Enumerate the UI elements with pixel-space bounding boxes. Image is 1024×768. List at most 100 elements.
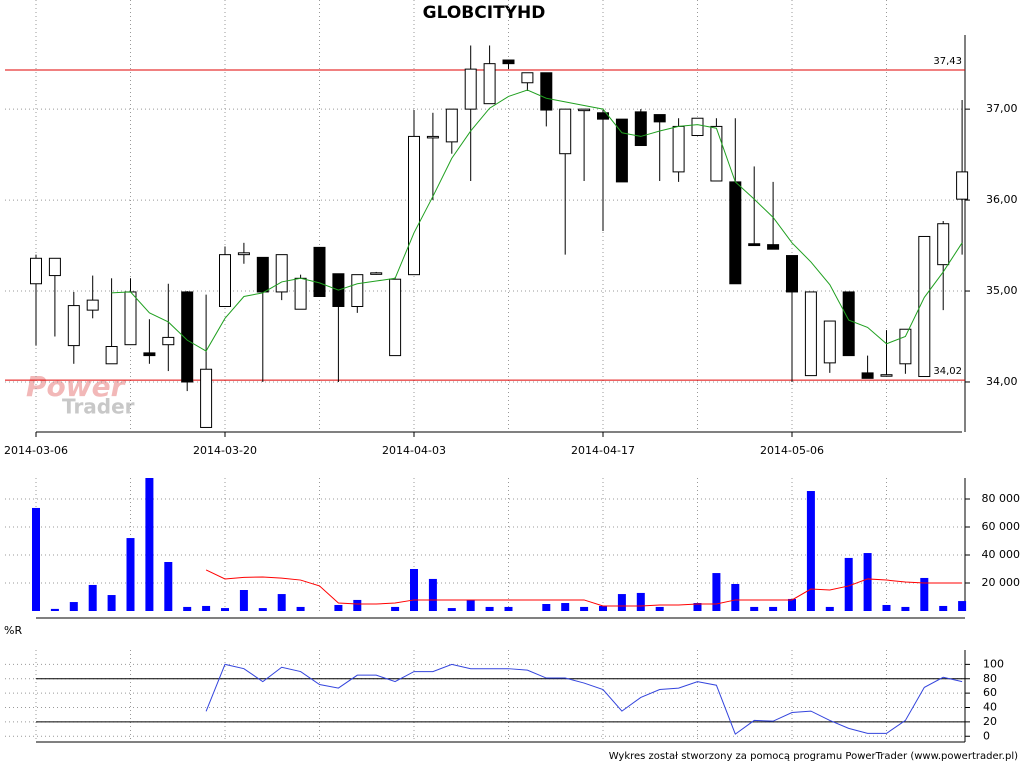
chart-title: GLOBCITYHD (423, 3, 546, 23)
candle-body (804, 291, 817, 377)
candle-body (937, 223, 950, 266)
y-tick-label: 40 (983, 701, 997, 714)
candle-body (748, 243, 761, 247)
y-tick-label: 35,00 (986, 284, 1018, 297)
candle-body (200, 368, 213, 428)
volume-bar (277, 594, 286, 611)
candle-body (559, 108, 572, 155)
level-label: 37,43 (933, 56, 962, 67)
candle-body (181, 291, 194, 383)
y-tick-label: 80 000 (982, 492, 1021, 505)
volume-bar (258, 608, 267, 611)
candle-body (67, 305, 80, 347)
volume-bar (69, 602, 78, 611)
candle-body (464, 68, 477, 110)
candle-body (124, 291, 137, 346)
volume-bar (353, 599, 362, 611)
candle-body (521, 72, 534, 84)
y-tick-label: 100 (983, 657, 1004, 670)
watermark: Trader (62, 395, 135, 419)
volume-bar (542, 604, 551, 611)
volume-average (205, 569, 963, 607)
candle-body (634, 111, 647, 147)
candle-body (653, 114, 666, 123)
candle-body (861, 372, 874, 379)
candle-body (729, 181, 742, 285)
volume-bar (391, 606, 400, 611)
volume-bar (882, 604, 891, 611)
candle-body (313, 246, 326, 297)
candle-body (86, 299, 99, 311)
volume-bar (50, 608, 59, 611)
volume-bar (183, 606, 192, 611)
volume-bar (769, 606, 778, 611)
candle-body (237, 252, 250, 256)
volume-bar (712, 573, 721, 611)
y-tick-label: 0 (983, 729, 990, 742)
volume-bar (410, 569, 418, 611)
y-tick-label: 36,00 (986, 193, 1018, 206)
y-tick-label: 34,00 (986, 375, 1018, 388)
candle-body (767, 244, 780, 250)
candle-body (899, 328, 912, 365)
volume-bar (920, 577, 929, 611)
candle-body (842, 291, 855, 357)
candle-body (408, 135, 420, 276)
y-tick-label: 60 (983, 686, 997, 699)
volume-bar (202, 605, 211, 611)
candle-body (162, 336, 175, 346)
volume-bar (693, 603, 702, 611)
candle-body (256, 256, 269, 293)
volume-bar (958, 601, 967, 611)
y-tick-label: 20 000 (982, 576, 1021, 589)
volume-bar (239, 590, 248, 611)
volume-bar (636, 592, 645, 611)
candle-body (672, 125, 685, 173)
candle-body (691, 117, 704, 137)
candle-body (956, 171, 969, 200)
volume-bar (750, 606, 759, 611)
volume-bar (825, 606, 834, 611)
candle-body (294, 277, 307, 310)
y-tick-label: 60 000 (982, 520, 1021, 533)
volume-bar (221, 608, 229, 611)
y-tick-label: 20 (983, 715, 997, 728)
candle-body (880, 374, 893, 377)
volume-bar (334, 604, 343, 611)
volume-bar (901, 606, 910, 611)
volume-bar (145, 478, 154, 611)
candle-body (578, 108, 591, 112)
footer: Wykres został stworzony za pomocą progra… (609, 751, 1018, 762)
candle-body (540, 72, 553, 111)
candle-body (275, 254, 288, 293)
candle-body (445, 108, 458, 143)
candle-body (370, 272, 383, 275)
candle-body (426, 135, 439, 139)
candle-body (786, 255, 798, 293)
candle-body (918, 235, 931, 378)
volume-bar (485, 606, 494, 611)
candle-body (710, 125, 723, 182)
volume-bar (844, 557, 853, 611)
candle-body (483, 63, 496, 105)
volume-bar (806, 491, 815, 611)
level-label: 34,02 (933, 366, 962, 377)
moving-average (111, 89, 963, 352)
y-tick-label: 40 000 (982, 548, 1021, 561)
candle-body (219, 254, 231, 307)
candle-body (48, 257, 61, 277)
x-tick-label: 2014-04-17 (571, 444, 635, 457)
volume-bar (164, 562, 173, 611)
candle-body (105, 346, 118, 365)
panel-title: %R (4, 624, 22, 637)
volume-bar (126, 538, 135, 611)
candle-body (823, 320, 836, 364)
williams-r-line (205, 663, 963, 735)
y-tick-label: 37,00 (986, 102, 1018, 115)
candle-body (30, 257, 42, 285)
volume-bar (428, 578, 437, 611)
volume-bar (788, 598, 796, 611)
volume-bar (447, 608, 456, 611)
